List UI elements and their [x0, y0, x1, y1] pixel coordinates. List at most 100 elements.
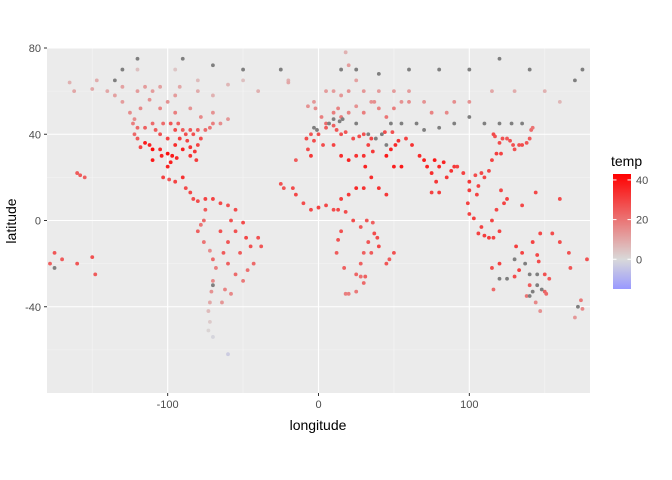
- data-point: [437, 67, 442, 72]
- data-point: [363, 274, 368, 279]
- data-point: [479, 171, 484, 175]
- data-point: [520, 250, 525, 255]
- data-point: [354, 67, 359, 72]
- data-point: [422, 158, 426, 163]
- data-point: [209, 289, 214, 294]
- data-point: [494, 207, 499, 212]
- data-point: [474, 192, 479, 197]
- data-point: [331, 117, 336, 122]
- data-point: [467, 67, 472, 72]
- data-point: [112, 78, 117, 83]
- data-point: [313, 106, 318, 111]
- data-point: [183, 132, 188, 137]
- data-point: [566, 250, 571, 255]
- data-point: [482, 175, 487, 180]
- data-point: [93, 272, 98, 277]
- data-point: [376, 186, 381, 191]
- data-point: [191, 132, 196, 137]
- data-point: [198, 136, 203, 141]
- data-point: [535, 272, 540, 277]
- data-point: [476, 184, 481, 188]
- data-point: [523, 261, 528, 266]
- data-point: [346, 63, 351, 68]
- data-point: [316, 132, 321, 137]
- data-point: [422, 128, 426, 132]
- data-point: [158, 147, 163, 152]
- data-point: [512, 147, 517, 152]
- data-point: [392, 250, 396, 255]
- data-point: [94, 78, 99, 83]
- x-tick-label: 100: [460, 399, 478, 411]
- data-point: [188, 128, 193, 132]
- data-point: [90, 87, 95, 91]
- data-point: [392, 164, 396, 169]
- data-point: [339, 197, 344, 201]
- data-point: [319, 115, 324, 119]
- data-point: [351, 136, 356, 141]
- data-point: [497, 261, 502, 266]
- data-point: [410, 143, 414, 147]
- data-point: [334, 128, 339, 132]
- data-point: [201, 240, 206, 244]
- data-point: [135, 67, 140, 72]
- data-point: [369, 175, 374, 180]
- data-point: [491, 235, 496, 240]
- data-point: [343, 209, 348, 214]
- data-point: [48, 261, 52, 266]
- data-point: [203, 207, 208, 212]
- data-point: [399, 121, 404, 126]
- data-point: [180, 175, 185, 180]
- data-point: [497, 140, 502, 145]
- data-point: [455, 164, 460, 169]
- data-point: [201, 218, 206, 223]
- y-tick-label: 40: [29, 129, 41, 141]
- data-point: [389, 121, 393, 126]
- data-point: [533, 190, 538, 195]
- data-point: [557, 240, 562, 244]
- data-point: [514, 244, 518, 249]
- data-point: [524, 140, 529, 145]
- data-point: [354, 104, 359, 109]
- data-point: [358, 261, 363, 266]
- data-point: [135, 89, 140, 94]
- data-point: [120, 84, 125, 89]
- data-point: [176, 121, 181, 126]
- data-point: [494, 151, 499, 156]
- data-point: [376, 106, 381, 111]
- data-point: [334, 250, 339, 255]
- data-point: [354, 78, 359, 83]
- data-point: [497, 229, 502, 234]
- data-point: [444, 175, 449, 180]
- data-point: [208, 300, 212, 305]
- data-point: [206, 328, 211, 333]
- data-point: [384, 192, 389, 197]
- data-point: [241, 220, 245, 225]
- data-point: [407, 89, 411, 94]
- data-point: [256, 235, 261, 240]
- data-point: [369, 100, 374, 104]
- data-point: [177, 84, 182, 89]
- data-point: [382, 130, 387, 134]
- data-point: [363, 164, 368, 169]
- data-point: [192, 149, 197, 154]
- data-point: [226, 203, 230, 208]
- data-point: [143, 125, 147, 130]
- data-point: [432, 158, 437, 163]
- data-point: [476, 231, 481, 236]
- data-point: [147, 97, 152, 102]
- data-point: [293, 158, 298, 163]
- data-point: [533, 300, 538, 305]
- data-point: [198, 222, 203, 227]
- data-point: [214, 266, 218, 270]
- data-point: [437, 190, 442, 195]
- data-point: [180, 56, 185, 61]
- data-point: [241, 278, 245, 283]
- legend-title: temp: [611, 153, 642, 169]
- data-point: [527, 283, 532, 288]
- data-point: [502, 201, 506, 206]
- data-point: [161, 175, 166, 180]
- data-point: [364, 218, 369, 223]
- y-tick-label: -40: [25, 302, 41, 314]
- legend-tick-label: 0: [636, 254, 642, 266]
